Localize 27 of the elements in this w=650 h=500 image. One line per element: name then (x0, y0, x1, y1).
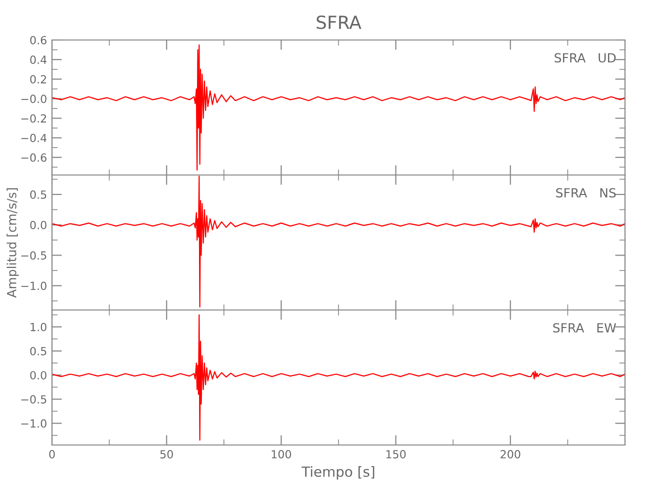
y-tick-label: 1.0 (30, 322, 46, 332)
y-tick-label: −0.4 (21, 134, 47, 142)
x-tick-label: 50 (160, 450, 173, 458)
x-tick-label: 0 (49, 450, 55, 458)
y-tick-label: −0.6 (21, 153, 46, 162)
y-tick-label: 0.6 (30, 36, 46, 44)
y-tick-label: 0.2 (30, 75, 46, 84)
y-tick-label: 0.0 (30, 371, 46, 380)
chart-title: SFRA (316, 15, 362, 30)
y-tick-label: −0.2 (21, 114, 46, 123)
y-tick-label: −0.5 (21, 251, 46, 260)
x-tick-label: 100 (272, 450, 292, 458)
y-tick-label: 0.5 (30, 346, 46, 356)
x-axis-title: Tiempo [s] (302, 466, 374, 480)
y-tick-label: −0.5 (21, 395, 46, 404)
annotation: SFRA UD (554, 53, 616, 63)
x-tick-label: 150 (386, 450, 406, 458)
y-tick-label: 0.0 (30, 220, 46, 230)
annotation: SFRA NS (556, 188, 616, 198)
y-tick-label: 0.5 (30, 190, 46, 199)
y-tick-label: −0.0 (21, 94, 46, 104)
y-tick-label: −1.0 (21, 282, 46, 290)
x-tick-label: 200 (500, 450, 520, 458)
annotation: SFRA EW (553, 323, 616, 333)
y-axis-title: Amplitud [cm/s/s] (6, 188, 19, 298)
y-tick-label: −1.0 (21, 419, 46, 428)
y-tick-label: 0.4 (30, 56, 47, 64)
